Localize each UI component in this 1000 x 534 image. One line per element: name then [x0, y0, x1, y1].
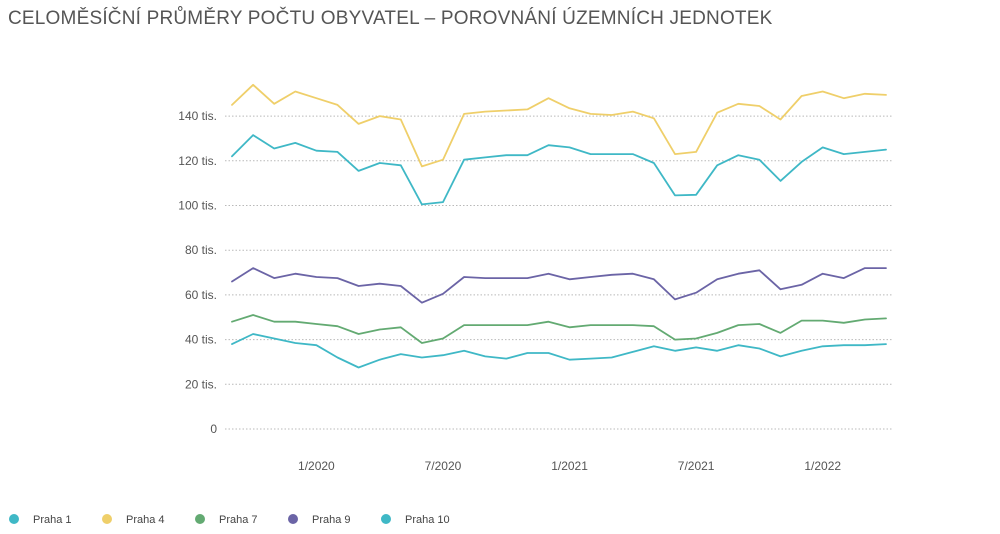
y-tick-label: 40 tis.: [185, 333, 217, 347]
legend-label: Praha 4: [126, 514, 165, 526]
y-axis-tick-labels: 0 20 tis. 40 tis. 60 tis. 80 tis. 100 tis. 120…: [178, 109, 217, 436]
legend-marker-icon: [9, 514, 19, 524]
chart-title: CELOMĚSÍČNÍ PRŮMĚRY POČTU OBYVATEL – POR…: [8, 8, 773, 29]
series-line-praha-1: [231, 134, 887, 206]
y-tick-label: 20 tis.: [185, 377, 217, 391]
y-tick-label: 100 tis.: [178, 199, 217, 213]
legend-marker-icon: [288, 514, 298, 524]
y-tick-label: 140 tis.: [178, 109, 217, 123]
y-tick-label: 60 tis.: [185, 288, 217, 302]
legend-label: Praha 1: [33, 514, 72, 526]
legend-label: Praha 9: [312, 514, 351, 526]
legend-item-praha-1[interactable]: Praha 1: [9, 514, 72, 526]
legend-marker-icon: [102, 514, 112, 524]
x-tick-label: 1/2022: [804, 459, 841, 473]
series-line-praha-9: [231, 267, 887, 304]
legend-marker-icon: [195, 514, 205, 524]
series-line-praha-10: [231, 333, 887, 369]
legend-marker-icon: [381, 514, 391, 524]
x-axis-tick-labels: 1/2020 7/2020 1/2021 7/2021 1/2022: [298, 459, 841, 473]
y-tick-label: 80 tis.: [185, 243, 217, 257]
y-tick-label: 0: [210, 422, 217, 436]
legend-item-praha-10[interactable]: Praha 10: [381, 514, 450, 526]
x-tick-label: 1/2020: [298, 459, 335, 473]
series-line-praha-4: [231, 83, 887, 168]
x-tick-label: 1/2021: [551, 459, 588, 473]
legend-item-praha-7[interactable]: Praha 7: [195, 514, 258, 526]
legend-item-praha-9[interactable]: Praha 9: [288, 514, 351, 526]
series-lines: [231, 83, 887, 369]
legend-item-praha-4[interactable]: Praha 4: [102, 514, 165, 526]
legend-label: Praha 10: [405, 514, 450, 526]
legend-label: Praha 7: [219, 514, 258, 526]
series-line-praha-7: [231, 314, 887, 344]
legend[interactable]: Praha 1 Praha 4 Praha 7 Praha 9 Praha 10: [9, 514, 450, 526]
y-tick-label: 120 tis.: [178, 154, 217, 168]
x-tick-label: 7/2020: [425, 459, 462, 473]
grid-lines: [225, 115, 893, 430]
x-tick-label: 7/2021: [678, 459, 715, 473]
